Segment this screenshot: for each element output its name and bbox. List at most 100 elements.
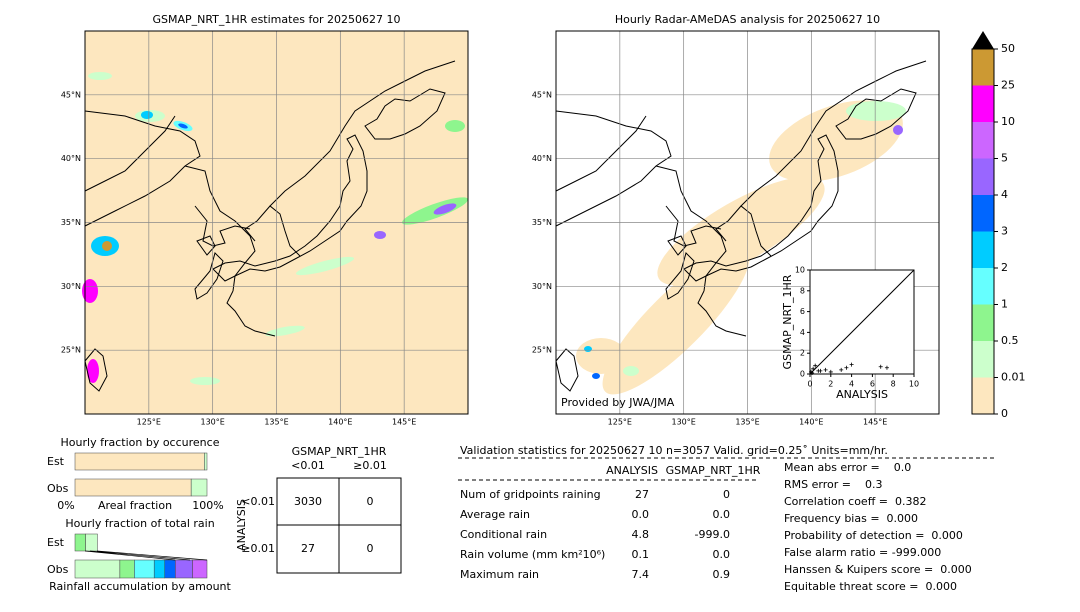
score: Frequency bias = 0.000: [784, 512, 918, 525]
y-tick-label: 30°N: [532, 282, 552, 291]
x-axis-label: ANALYSIS: [836, 388, 888, 401]
axis-label: Areal fraction: [98, 499, 172, 512]
point: [878, 364, 883, 369]
row-label: Average rain: [460, 508, 530, 521]
row-label: Obs: [47, 482, 69, 495]
row-value: 7.4: [632, 568, 650, 581]
point: [813, 363, 818, 368]
map-title: GSMAP_NRT_1HR estimates for 20250627 10: [152, 13, 400, 26]
row-label: Num of gridpoints raining: [460, 488, 601, 501]
rain-area: [592, 373, 600, 379]
point: [849, 362, 854, 367]
colorbar-label: 10: [1001, 115, 1015, 128]
y-tick-label: 2: [800, 349, 805, 358]
panel-title: Hourly fraction of total rain: [65, 517, 214, 530]
point: [811, 366, 816, 371]
colorbar-bin: [972, 341, 994, 378]
est-bar: [204, 452, 208, 471]
rain-area: [846, 101, 906, 121]
row-value: 0.0: [713, 548, 731, 561]
row-value: 0.0: [632, 508, 650, 521]
x-tick-label: 135°E: [264, 418, 288, 427]
col-label: <0.01: [291, 459, 325, 472]
row-label: Est: [47, 536, 65, 549]
y-tick-label: 35°N: [61, 218, 81, 227]
contingency-table: GSMAP_NRT_1HR<0.01 ≥0.01ANALYSIS<0.01≥0.0…: [235, 445, 402, 574]
colorbar-label: 5: [1001, 152, 1008, 165]
colorbar-bin: [972, 304, 994, 341]
obs-bar: [175, 559, 193, 579]
colorbar-label: 2: [1001, 261, 1008, 274]
rain-area: [141, 111, 153, 119]
axis-label: Rainfall accumulation by amount: [49, 580, 231, 593]
y-tick-label: 35°N: [532, 218, 552, 227]
obs-bar: [164, 559, 176, 579]
y-tick-label: 8: [800, 286, 805, 295]
y-axis-label: GSMAP_NRT_1HR: [781, 274, 794, 369]
point: [810, 370, 815, 375]
obs-bar: [134, 559, 155, 579]
table-cell: 27: [301, 542, 315, 555]
x-tick-label: 0: [807, 380, 812, 389]
row-value: 0: [723, 488, 730, 501]
est-bar: [74, 533, 86, 552]
score: RMS error = 0.3: [784, 478, 882, 491]
y-tick-label: 40°N: [61, 154, 81, 163]
connector: [84, 550, 208, 561]
maps: GSMAP_NRT_1HR estimates for 20250627 10 1…: [61, 13, 940, 427]
colorbar-label: 1: [1001, 298, 1008, 311]
score: Correlation coeff = 0.382: [784, 495, 926, 508]
colorbar-bin: [972, 122, 994, 159]
row-label: Rain volume (mm km²10⁶): [460, 548, 605, 561]
rain-area: [623, 366, 639, 376]
x-tick-label: 125°E: [608, 418, 632, 427]
rain-area: [657, 176, 825, 286]
colorbar-bin: [972, 268, 994, 305]
x-tick-label: 140°E: [328, 418, 352, 427]
rain-area: [433, 203, 457, 215]
x-tick-label: 140°E: [799, 418, 823, 427]
x-tick-label: 10: [909, 380, 919, 389]
row-label: Est: [47, 455, 65, 468]
diagonal: [809, 269, 915, 375]
axis-end-label: 100%: [192, 499, 223, 512]
colorbar-label: 0.01: [1001, 371, 1026, 384]
score: Hanssen & Kuipers score = 0.000: [784, 563, 972, 576]
y-tick-label: 25°N: [532, 346, 552, 355]
colorbar-extend: [972, 31, 994, 49]
point: [818, 368, 823, 373]
row-value: -999.0: [695, 528, 730, 541]
rain-area: [82, 279, 98, 303]
obs-bar: [74, 559, 121, 579]
colorbar-bin: [972, 377, 994, 414]
scatter-plot: 0 2 4 6 8 10 0 2 4 6 8 10 ANALYSIS GSMAP_NRT_1HR: [781, 266, 919, 402]
colorbar-label: 4: [1001, 188, 1008, 201]
colorbar-label: 0.5: [1001, 334, 1019, 347]
table-cell: 0: [367, 495, 374, 508]
y-tick-label: 4: [800, 328, 805, 337]
obs-bar: [190, 478, 208, 497]
stats-title: Validation statistics for 20250627 10 n=…: [460, 444, 888, 457]
x-tick-label: 2: [828, 380, 833, 389]
obs-bar: [119, 559, 135, 579]
validation-table: Validation statistics for 20250627 10 n=…: [458, 444, 997, 593]
obs-bar: [74, 478, 192, 497]
x-tick-label: 6: [870, 380, 875, 389]
table-cell: 3030: [294, 495, 322, 508]
colorbar-label: 0: [1001, 407, 1008, 420]
score: Probability of detection = 0.000: [784, 529, 963, 542]
colorbar-bin: [972, 195, 994, 232]
fraction-panels: Hourly fraction by occurence Est Obs 0% Area…: [47, 436, 232, 593]
credit: Provided by JWA/JMA: [561, 396, 675, 409]
colorbar-bin: [972, 49, 994, 86]
rain-area: [190, 377, 220, 385]
row-label: ≥0.01: [241, 542, 275, 555]
x-tick-label: 8: [891, 380, 896, 389]
est-bar: [74, 452, 205, 471]
y-tick-label: 10: [795, 266, 805, 275]
x-tick-label: 4: [849, 380, 854, 389]
row-value: 0.1: [632, 548, 650, 561]
point: [823, 367, 828, 372]
point: [884, 365, 889, 370]
colorbar-bin: [972, 231, 994, 268]
